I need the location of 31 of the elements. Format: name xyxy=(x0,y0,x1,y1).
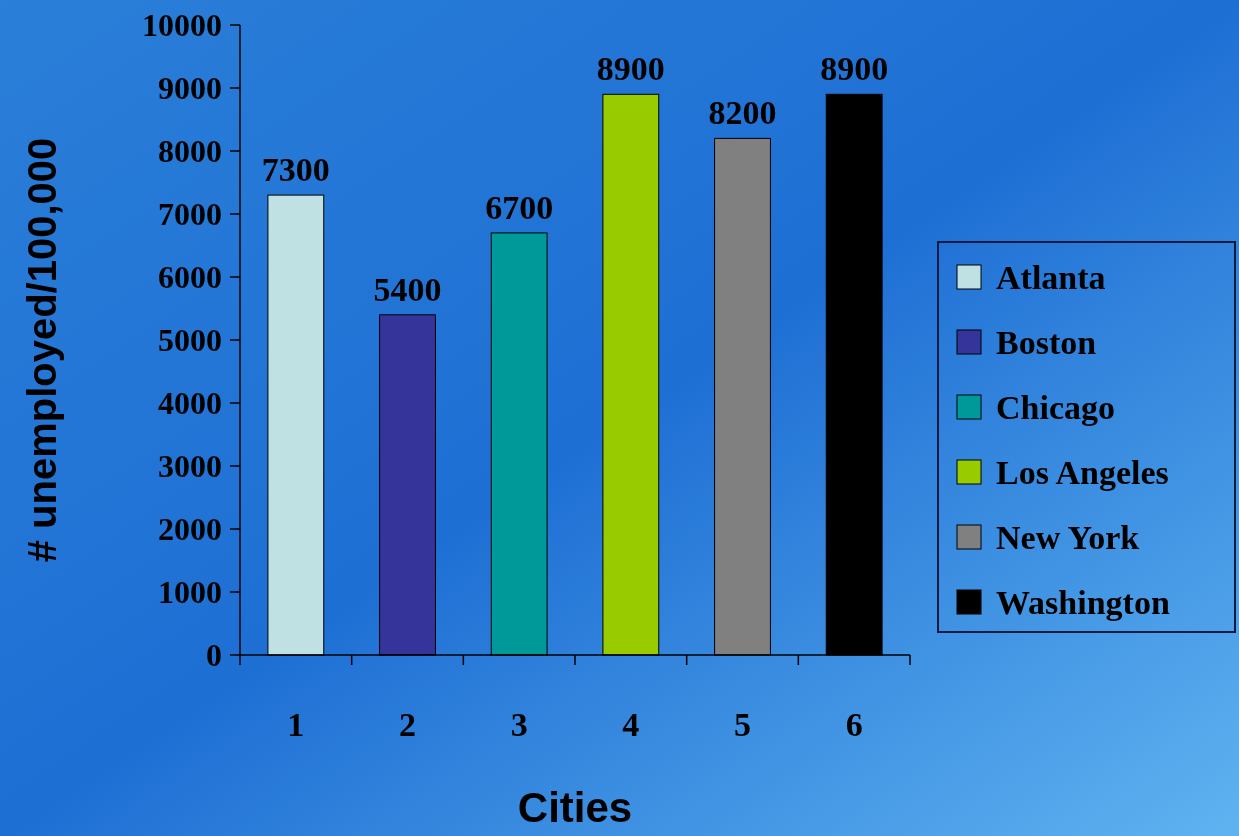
y-tick-label: 8000 xyxy=(158,133,222,170)
data-label: 8900 xyxy=(596,50,665,88)
y-tick-label: 9000 xyxy=(158,70,222,107)
data-label: 7300 xyxy=(261,151,330,189)
y-axis-title: # unemployed/100,000 xyxy=(20,137,64,563)
y-tick-label: 1000 xyxy=(158,574,222,611)
x-tick-label: 2 xyxy=(399,706,416,743)
data-label: 8900 xyxy=(820,50,889,88)
legend-label: Los Angeles xyxy=(996,453,1169,491)
x-tick-label: 4 xyxy=(622,706,640,743)
y-tick-label: 2000 xyxy=(158,511,222,548)
y-tick-label: 10000 xyxy=(142,7,222,44)
x-tick-label: 6 xyxy=(845,706,863,743)
legend-label: New York xyxy=(996,518,1140,556)
x-tick-label: 1 xyxy=(287,706,305,743)
y-tick-label: 6000 xyxy=(158,259,222,296)
data-label: 6700 xyxy=(485,188,554,226)
legend-label: Chicago xyxy=(996,388,1115,426)
y-tick-label: 5000 xyxy=(158,322,222,359)
legend-label: Atlanta xyxy=(996,258,1106,296)
x-tick-label: 5 xyxy=(734,706,751,743)
legend-label: Boston xyxy=(996,323,1097,361)
y-tick-label: 3000 xyxy=(158,448,222,485)
x-axis-title: Cities xyxy=(517,784,633,831)
legend-label: Washington xyxy=(996,583,1170,621)
y-tick-label: 0 xyxy=(206,637,222,674)
y-tick-label: 4000 xyxy=(158,385,222,422)
x-tick-label: 3 xyxy=(510,706,528,743)
y-tick-label: 7000 xyxy=(158,196,222,233)
data-label: 5400 xyxy=(373,270,442,308)
data-label: 8200 xyxy=(708,94,777,132)
